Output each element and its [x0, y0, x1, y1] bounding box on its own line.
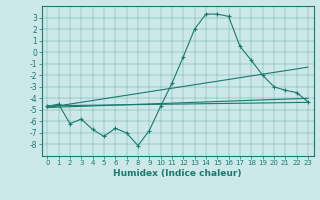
X-axis label: Humidex (Indice chaleur): Humidex (Indice chaleur) [113, 169, 242, 178]
